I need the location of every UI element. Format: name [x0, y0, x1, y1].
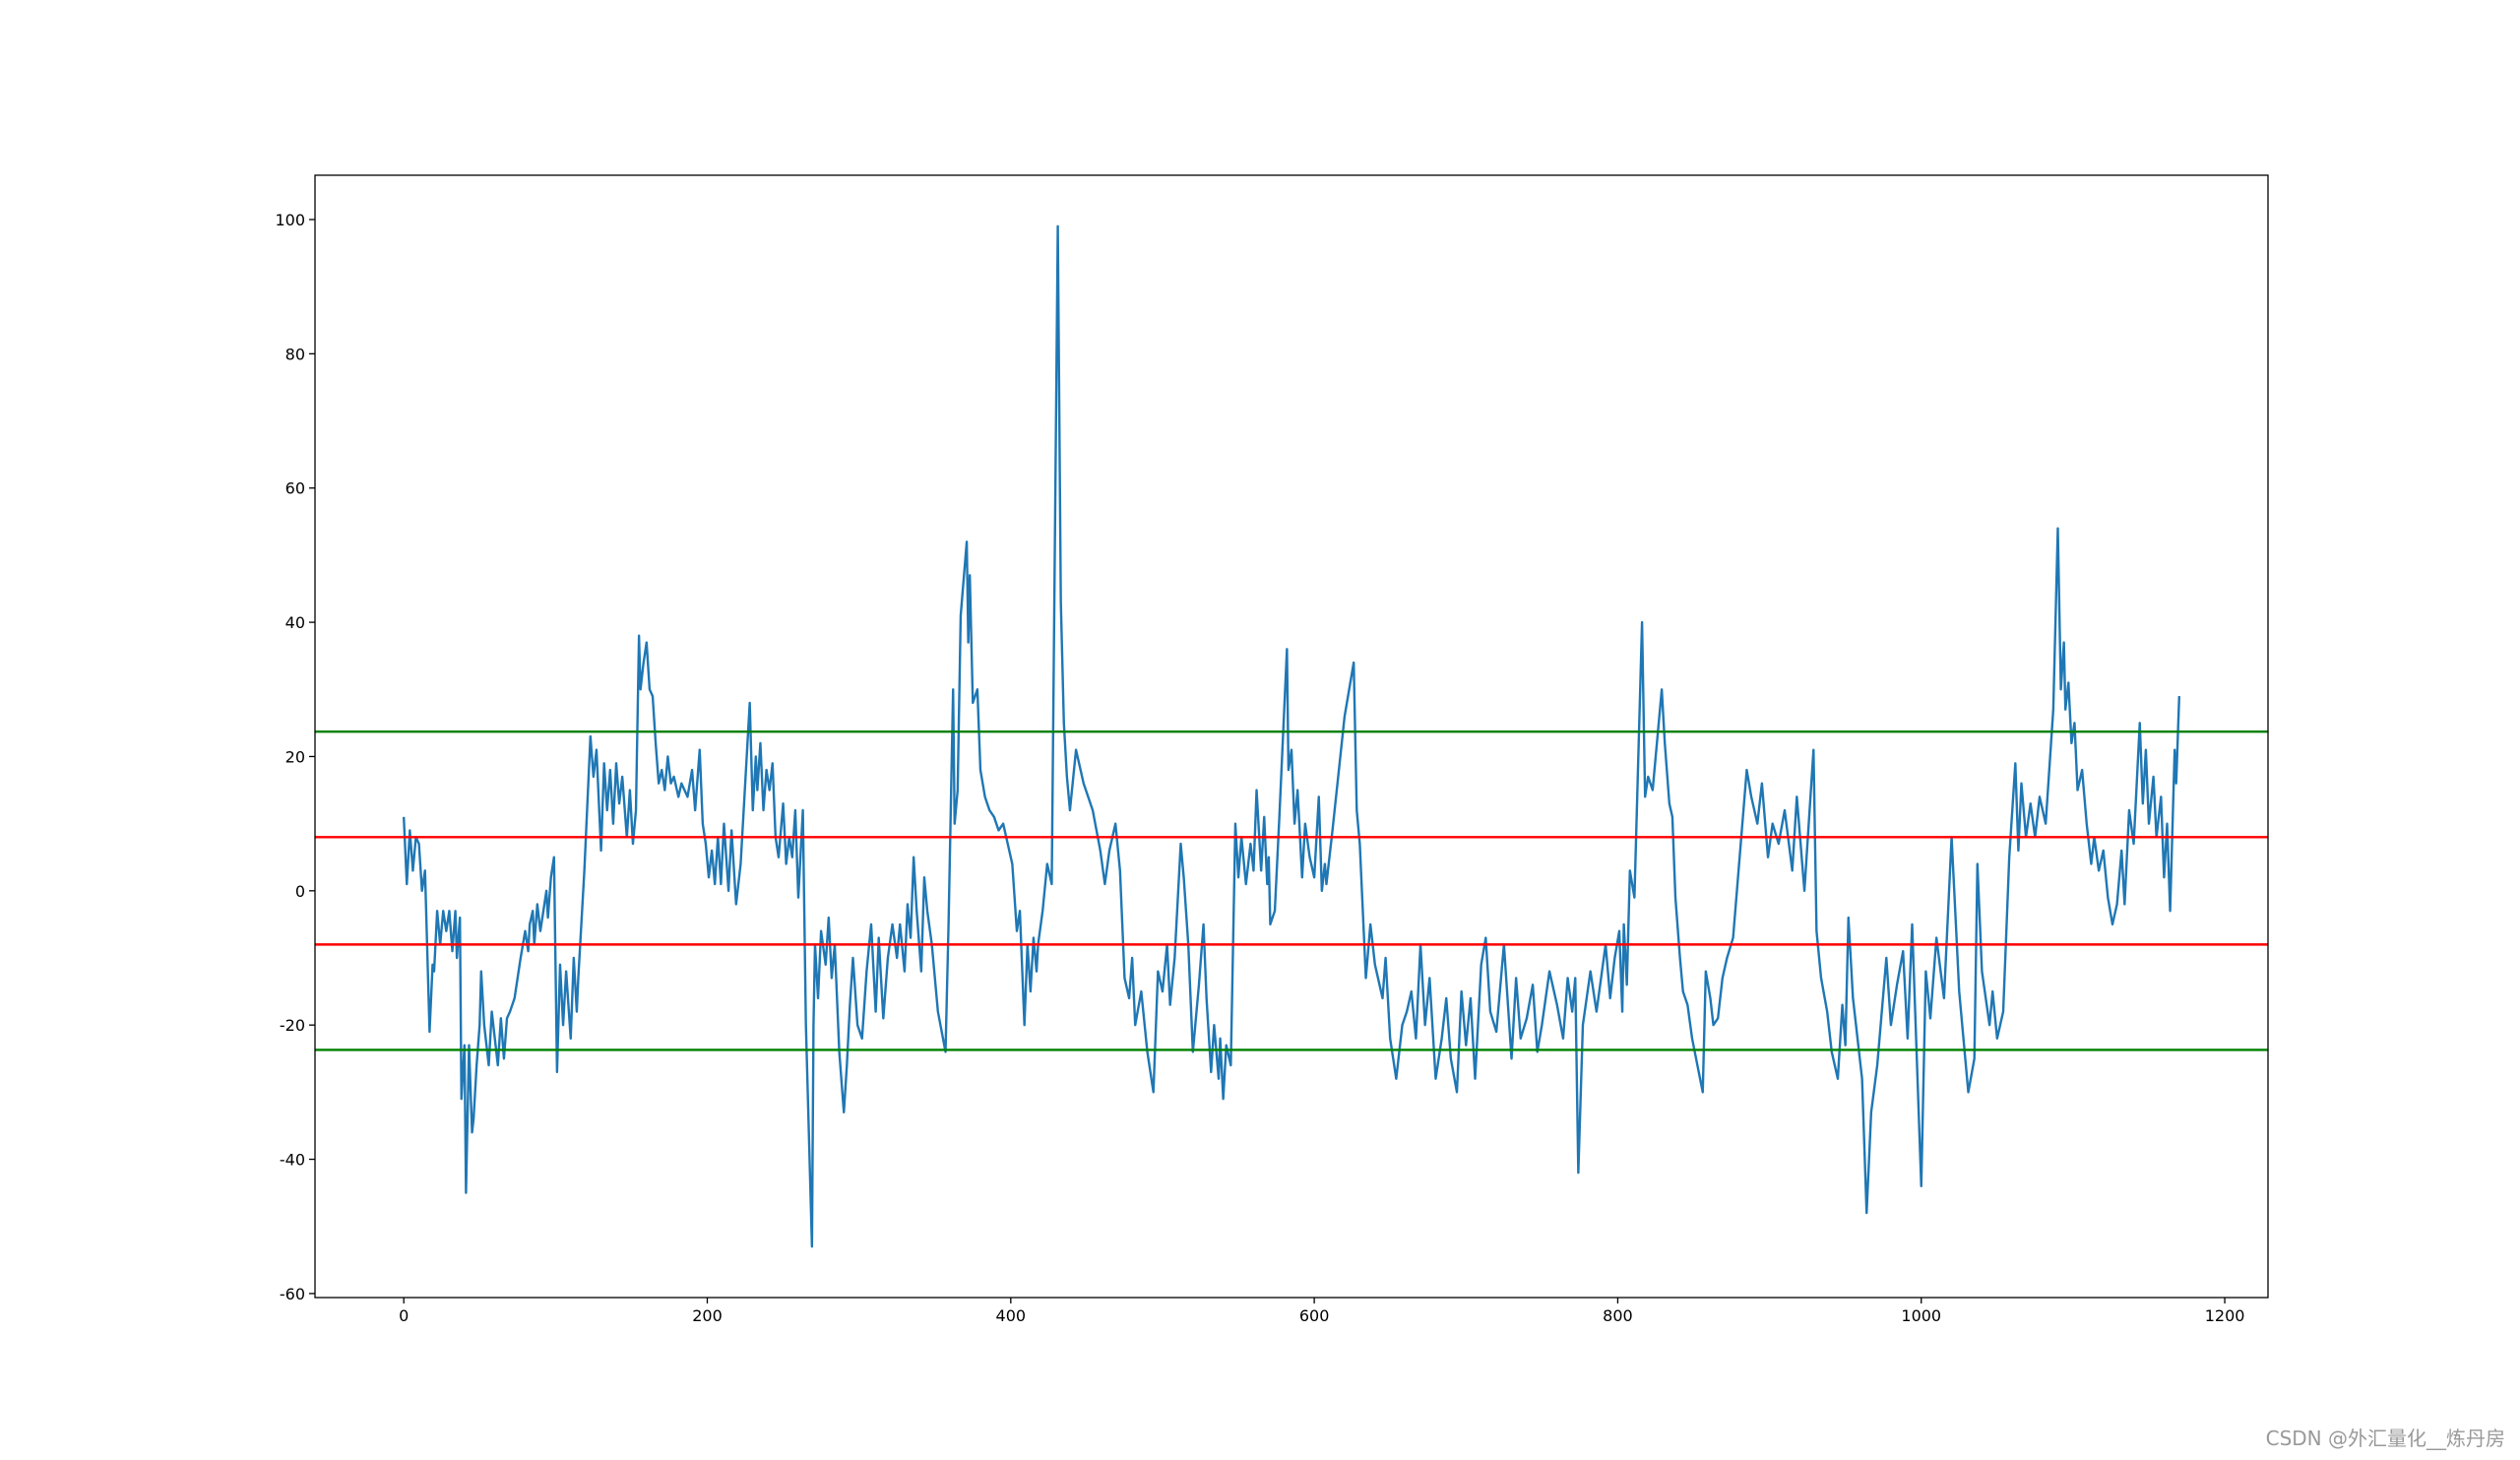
y-tick-label: -40 [280, 1151, 305, 1170]
x-tick-label: 0 [399, 1306, 409, 1325]
y-tick-label: 20 [285, 747, 305, 766]
x-tick-label: 1200 [2205, 1306, 2245, 1325]
y-tick-label: 0 [295, 882, 305, 901]
x-tick-label: 200 [692, 1306, 723, 1325]
y-tick-label: 80 [285, 345, 305, 363]
data-line [402, 224, 2181, 1248]
x-tick-label: 600 [1299, 1306, 1330, 1325]
watermark: CSDN @外汇量化__炼丹房 [2266, 1427, 2505, 1450]
y-tick-label: 60 [285, 479, 305, 498]
x-tick-label: 1000 [1901, 1306, 1941, 1325]
y-tick-label: -60 [280, 1285, 305, 1303]
y-tick-label: 100 [275, 211, 305, 229]
y-tick-label: -20 [280, 1016, 305, 1035]
plot-frame [314, 174, 2269, 1299]
y-tick-label: 40 [285, 613, 305, 632]
x-tick-label: 400 [996, 1306, 1027, 1325]
x-tick-label: 800 [1603, 1306, 1633, 1325]
